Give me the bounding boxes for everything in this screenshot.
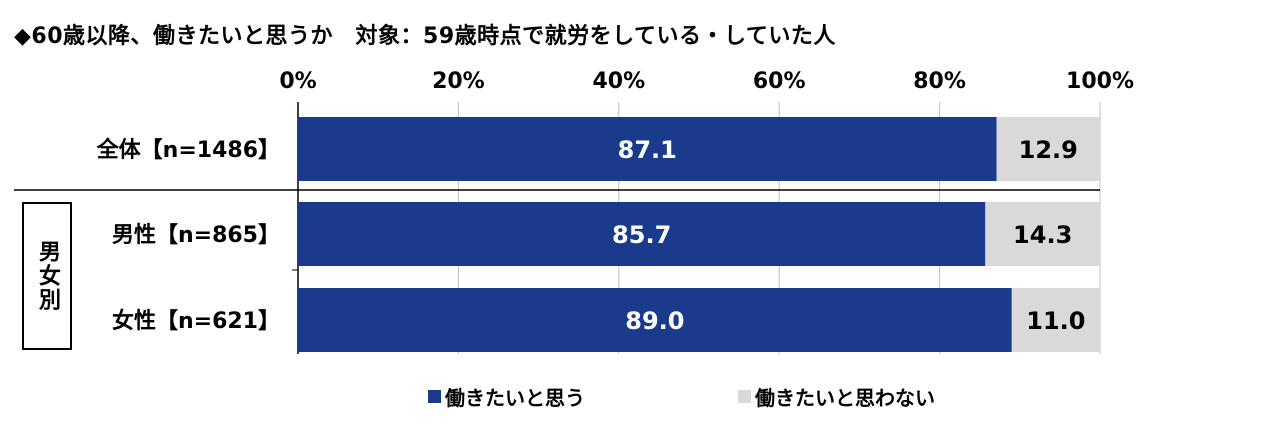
x-tick-label: 100%: [1066, 69, 1134, 94]
bar-segment: [1011, 288, 1100, 352]
bar-value-label: 12.9: [1019, 136, 1078, 164]
bar-value-label: 11.0: [1026, 307, 1085, 335]
legend-item-want: 働きたいと思う: [428, 382, 585, 411]
chart-title: ◆60歳以降、働きたいと思うか 対象：59歳時点で就労をしている・していた人: [14, 24, 836, 49]
gender-group-box: 男女別: [22, 202, 72, 350]
legend-swatch-not-want: [738, 390, 751, 403]
x-tick-label: 20%: [432, 69, 485, 94]
x-tick-label: 80%: [913, 69, 966, 94]
bar-value-label: 89.0: [625, 307, 684, 335]
bar-segment: [298, 288, 1012, 352]
x-tick-label: 0%: [279, 69, 316, 94]
legend-swatch-want: [428, 390, 441, 403]
bar-value-label: 87.1: [618, 136, 677, 164]
category-labels: 全体【n=1486】男性【n=865】女性【n=621】: [96, 137, 280, 334]
bar-value-label: 14.3: [1013, 221, 1072, 249]
x-axis-ticks: 0% 20% 40% 60% 80% 100%: [279, 69, 1134, 94]
legend-label-not-want: 働きたいと思わない: [755, 386, 935, 410]
category-label: 男性【n=865】: [112, 223, 280, 248]
gender-group-label: 男女別: [35, 240, 60, 312]
bar-value-label: 85.7: [612, 221, 671, 249]
legend-label-want: 働きたいと思う: [445, 386, 585, 410]
bar-segment: [298, 202, 986, 266]
x-tick-label: 60%: [753, 69, 806, 94]
bar-segment: [996, 117, 1100, 181]
bars: 87.1 12.9 85.7 14.3 89.0 11.0: [298, 117, 1100, 352]
category-label: 女性【n=621】: [112, 308, 280, 334]
x-tick-label: 40%: [592, 69, 645, 94]
category-label: 全体【n=1486】: [96, 137, 280, 163]
bar-segment: [985, 202, 1100, 266]
legend-item-not-want: 働きたいと思わない: [738, 382, 935, 411]
bar-segment: [298, 117, 997, 181]
